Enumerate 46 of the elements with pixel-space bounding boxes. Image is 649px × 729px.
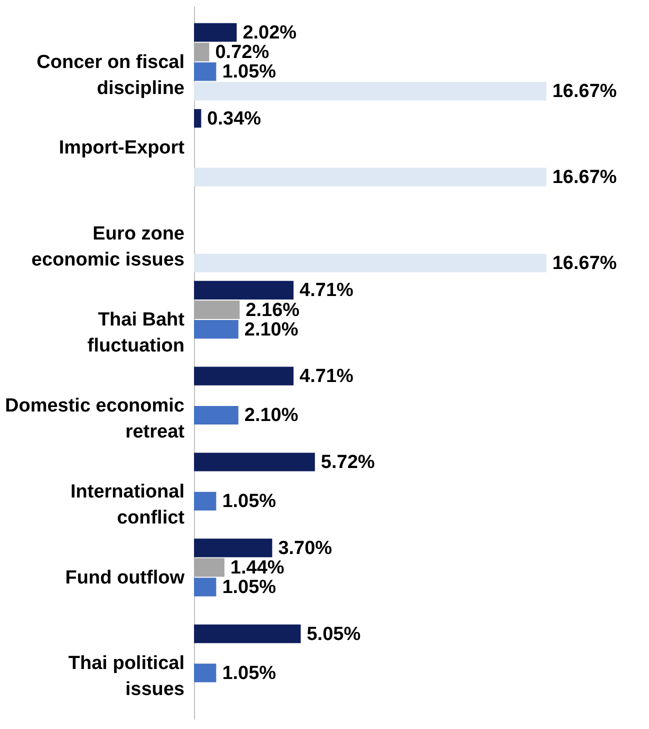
data-label: 1.05% xyxy=(222,491,276,512)
bar xyxy=(194,452,315,472)
y-tick-label: International conflict xyxy=(70,481,186,528)
bar xyxy=(194,82,546,100)
data-label: 4.71% xyxy=(300,366,354,388)
y-tick-label: Euro zone economic issues xyxy=(31,224,184,271)
data-label: 16.67% xyxy=(552,167,617,188)
y-tick-label: Thai Baht fluctuation xyxy=(87,310,186,357)
bar xyxy=(194,624,301,644)
data-label: 3.70% xyxy=(278,538,332,559)
bar xyxy=(194,578,216,596)
data-label: 5.72% xyxy=(320,452,375,473)
data-label: 5.05% xyxy=(306,624,361,645)
bar xyxy=(194,23,237,42)
bar xyxy=(194,664,216,682)
bar xyxy=(194,366,294,386)
bar xyxy=(194,168,546,186)
bar xyxy=(194,62,216,81)
bar xyxy=(194,406,238,425)
y-tick-label: Domestic economic retreat xyxy=(5,395,186,442)
bar xyxy=(194,538,272,558)
data-label: 2.10% xyxy=(244,405,298,426)
y-tick-label: Import-Export xyxy=(58,138,186,159)
data-label: 0.34% xyxy=(207,108,262,130)
data-label: 2.16% xyxy=(246,300,300,321)
data-label: 1.05% xyxy=(222,662,276,684)
data-label: 16.67% xyxy=(552,253,617,274)
bar xyxy=(194,280,294,300)
bar xyxy=(194,320,238,339)
data-label: 16.67% xyxy=(552,81,617,102)
data-label: 2.10% xyxy=(244,319,298,340)
data-label: 2.02% xyxy=(242,22,297,44)
bar xyxy=(194,492,216,510)
data-label: 4.71% xyxy=(300,280,354,302)
bar xyxy=(194,300,240,320)
bar xyxy=(194,109,202,128)
bar xyxy=(194,42,210,62)
bar xyxy=(194,254,546,272)
data-label: 1.05% xyxy=(222,62,276,83)
y-tick-label: Thai political issues xyxy=(68,653,184,700)
y-tick-label: Concer on fiscal discipline xyxy=(36,52,184,99)
data-label: 0.72% xyxy=(215,42,270,64)
y-tick-label: Fund outflow xyxy=(65,567,185,588)
bar xyxy=(194,558,224,577)
data-label: 1.44% xyxy=(230,557,284,578)
data-label: 1.05% xyxy=(222,577,276,598)
